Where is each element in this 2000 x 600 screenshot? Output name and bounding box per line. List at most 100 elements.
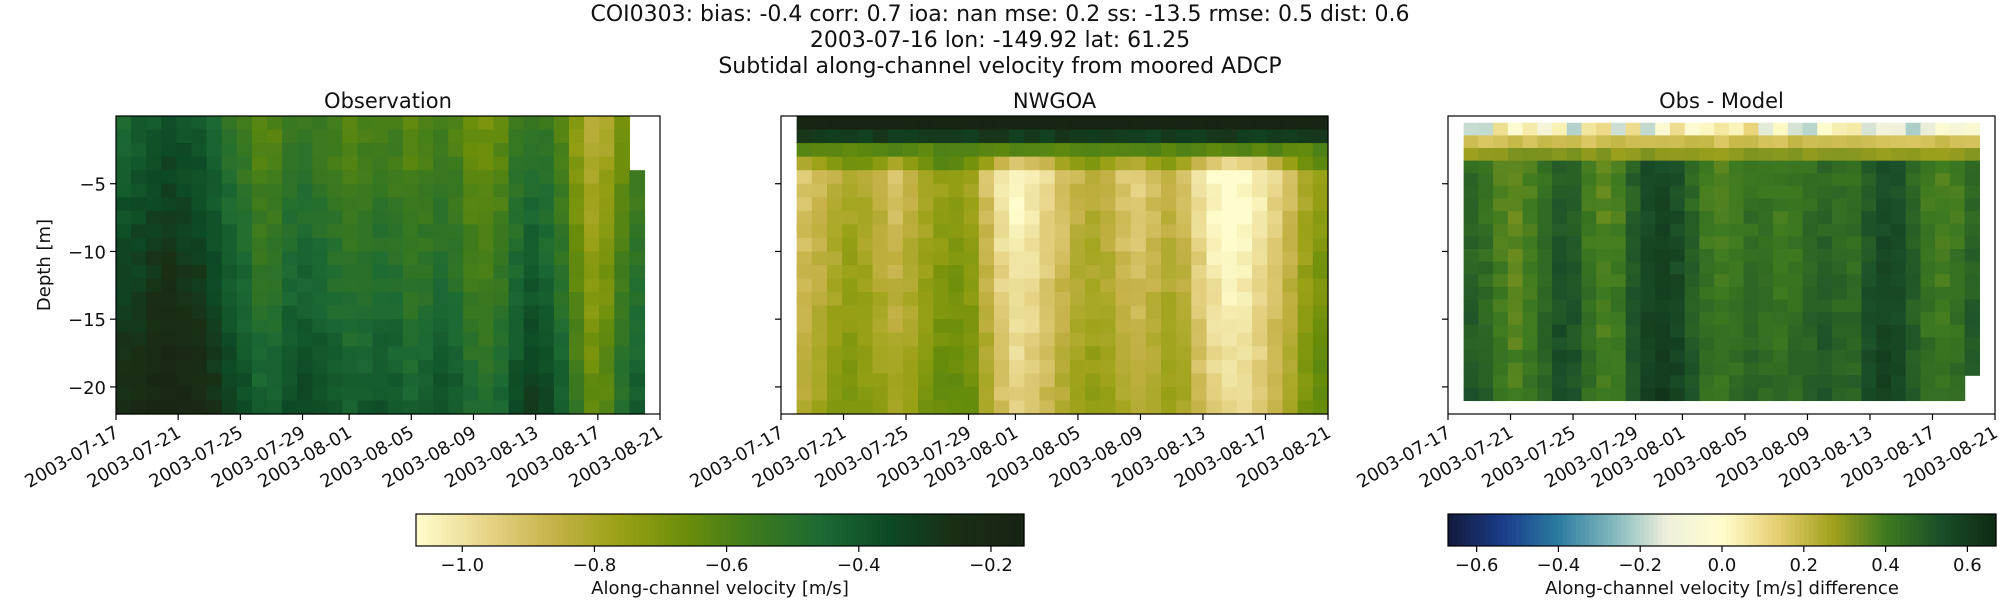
heatmap-cell — [1876, 362, 1892, 376]
heatmap-cell — [1236, 129, 1253, 144]
colorbar-tick-label: 0.4 — [1871, 555, 1900, 576]
heatmap-cell — [1522, 261, 1538, 275]
heatmap-cell — [508, 170, 525, 185]
heatmap-cell — [161, 373, 177, 388]
heatmap-cell — [176, 400, 193, 415]
heatmap-cell — [918, 251, 934, 266]
heatmap-cell — [251, 116, 268, 131]
heatmap-cell — [1522, 160, 1538, 174]
heatmap-cell — [1758, 375, 1774, 389]
heatmap-cell — [1743, 122, 1759, 136]
heatmap-cell — [372, 332, 389, 347]
heatmap-cell — [236, 265, 253, 280]
heatmap-cell — [1297, 143, 1314, 158]
heatmap-cell — [116, 237, 132, 253]
heatmap-cell — [1024, 359, 1041, 374]
colorbar-segment — [633, 514, 640, 546]
heatmap-cell — [1581, 122, 1597, 136]
heatmap-cell — [1964, 362, 1980, 376]
heatmap-cell — [1221, 224, 1238, 239]
heatmap-cell — [1832, 312, 1848, 326]
heatmap-cell — [599, 265, 615, 280]
heatmap-cell — [887, 373, 904, 388]
heatmap-cell — [629, 237, 646, 253]
heatmap-cell — [1949, 324, 1966, 338]
heatmap-cell — [1552, 223, 1568, 237]
heatmap-cell — [1236, 224, 1253, 239]
heatmap-cell — [1581, 148, 1597, 162]
heatmap-cell — [1537, 375, 1553, 389]
heatmap-cell — [1252, 386, 1268, 402]
heatmap-cell — [1282, 129, 1299, 144]
heatmap-cell — [614, 400, 630, 415]
heatmap-cell — [1920, 160, 1936, 174]
heatmap-cell — [1507, 324, 1524, 338]
heatmap-cell — [1817, 375, 1833, 389]
heatmap-cell — [538, 197, 555, 212]
heatmap-cell — [191, 116, 208, 131]
heatmap-cell — [1581, 286, 1597, 301]
colorbar-segment — [1671, 514, 1677, 546]
heatmap-cell — [811, 346, 828, 361]
colorbar-segment — [998, 514, 1005, 546]
heatmap-cell — [236, 116, 253, 131]
heatmap-cell — [1024, 237, 1041, 253]
heatmap-cell — [1130, 224, 1147, 239]
heatmap-cell — [1282, 251, 1299, 266]
heatmap-cell — [994, 359, 1010, 374]
heatmap-cell — [1935, 185, 1951, 200]
colorbar-segment — [694, 514, 701, 546]
heatmap-cell — [493, 197, 510, 212]
heatmap-cell — [372, 373, 389, 388]
heatmap-cell — [811, 292, 828, 307]
heatmap-cell — [1221, 373, 1238, 388]
heatmap-cell — [918, 197, 934, 212]
heatmap-cell — [131, 183, 147, 198]
heatmap-cell — [1832, 198, 1848, 212]
heatmap-cell — [1537, 185, 1553, 200]
heatmap-cell — [1876, 122, 1892, 136]
heatmap-cell — [1312, 319, 1329, 334]
heatmap-cell — [629, 373, 646, 388]
heatmap-cell — [176, 332, 193, 347]
heatmap-cell — [1493, 160, 1509, 174]
heatmap-cell — [568, 129, 585, 144]
colorbar-segment — [568, 514, 574, 546]
heatmap-cell — [902, 129, 919, 144]
heatmap-cell — [1876, 211, 1892, 225]
colorbar-segment — [547, 514, 554, 546]
heatmap-cell — [1054, 143, 1071, 158]
heatmap-cell — [1890, 223, 1907, 237]
heatmap-cell — [796, 386, 813, 402]
heatmap-cell — [191, 197, 208, 212]
heatmap-cell — [1625, 299, 1642, 313]
heatmap-cell — [1221, 129, 1238, 144]
heatmap-cell — [872, 400, 889, 415]
heatmap-cell — [1024, 251, 1041, 266]
heatmap-cell — [1552, 337, 1568, 351]
heatmap-cell — [872, 319, 889, 334]
heatmap-cell — [131, 373, 147, 388]
heatmap-cell — [1905, 337, 1922, 351]
colorbar-segment — [421, 514, 427, 546]
heatmap-cell — [1581, 362, 1597, 376]
heatmap-cell — [1161, 319, 1177, 334]
heatmap-cell — [1640, 135, 1656, 149]
heatmap-cell — [599, 400, 615, 415]
colorbar-segment — [1018, 514, 1025, 546]
heatmap-cell — [417, 210, 434, 225]
colorbar-segment — [907, 514, 914, 546]
heatmap-cell — [206, 265, 223, 280]
heatmap-cell — [1964, 122, 1980, 136]
heatmap-cell — [1493, 387, 1509, 402]
heatmap-cell — [872, 251, 889, 266]
heatmap-cell — [1312, 237, 1329, 253]
heatmap-cell — [1312, 143, 1329, 158]
heatmap-cell — [796, 332, 813, 347]
heatmap-cell — [282, 116, 298, 131]
heatmap-cell — [1085, 359, 1101, 374]
heatmap-cell — [146, 359, 162, 374]
heatmap-cell — [1145, 359, 1162, 374]
heatmap-cell — [1669, 274, 1686, 288]
heatmap-cell — [1920, 135, 1936, 149]
